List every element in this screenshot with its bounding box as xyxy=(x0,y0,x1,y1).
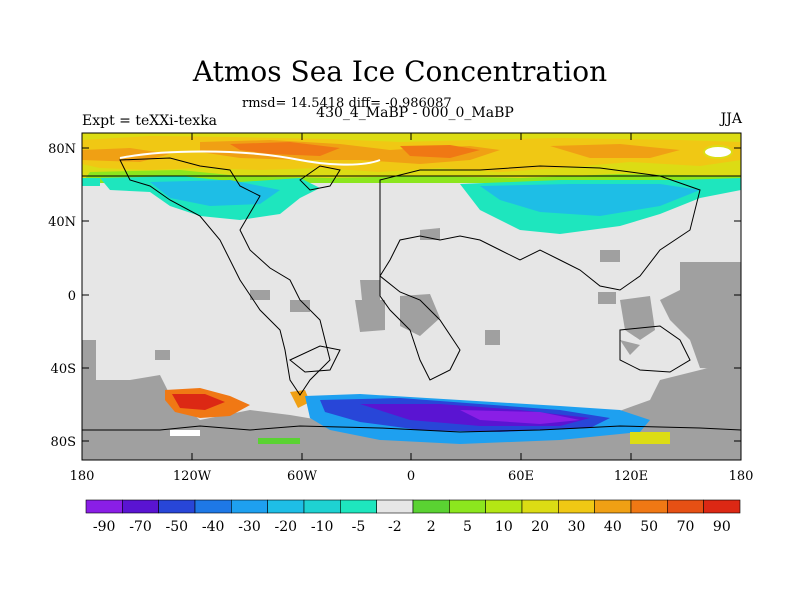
colorbar-swatch xyxy=(303,499,341,514)
x-tick-label: 120E xyxy=(614,469,648,484)
colorbar-swatch xyxy=(521,499,559,514)
arctic-anomaly xyxy=(82,133,741,183)
colorbar-swatch xyxy=(85,499,123,514)
colorbar-label: -90 xyxy=(93,519,116,535)
colorbar-label: 5 xyxy=(463,519,472,535)
colorbar-swatch xyxy=(231,499,268,514)
colorbar-label: 40 xyxy=(604,519,622,535)
colorbar-label: 10 xyxy=(495,519,513,535)
y-tick-label: 0 xyxy=(68,289,76,304)
colorbar-swatch xyxy=(667,499,704,514)
map-plot xyxy=(82,133,741,460)
x-tick-label: 60E xyxy=(508,469,534,484)
colorbar-label: -20 xyxy=(275,519,298,535)
colorbar-swatch xyxy=(449,499,486,514)
colorbar-swatch xyxy=(267,499,305,514)
colorbar-label: 20 xyxy=(531,519,549,535)
season-label: JJA xyxy=(720,111,742,127)
colorbar-label: 30 xyxy=(568,519,586,535)
colorbar-swatch xyxy=(412,499,450,514)
colorbar-swatch xyxy=(558,499,595,514)
period-label: 430_4_MaBP - 000_0_MaBP xyxy=(316,105,514,121)
colorbar-label: -5 xyxy=(352,519,366,535)
colorbar-swatch xyxy=(594,499,632,514)
colorbar-label: 70 xyxy=(677,519,695,535)
x-tick-label: 180 xyxy=(729,469,754,484)
y-tick-label: 80N xyxy=(48,142,76,157)
colorbar-label: -10 xyxy=(311,519,334,535)
northern-negative-anomaly xyxy=(82,176,741,234)
x-tick-label: 180 xyxy=(70,469,95,484)
colorbar-swatch xyxy=(158,499,196,514)
x-tick-label: 120W xyxy=(173,469,212,484)
colorbar-label: -40 xyxy=(202,519,225,535)
experiment-label: Expt = teXXi-texka xyxy=(82,113,218,129)
colorbar-label: 90 xyxy=(713,519,731,535)
colorbar-swatch xyxy=(630,499,668,514)
colorbar-label: -30 xyxy=(238,519,261,535)
coastlines xyxy=(82,157,741,433)
colorbar-swatch xyxy=(485,499,523,514)
colorbar-label: -70 xyxy=(129,519,152,535)
x-tick-label: 60W xyxy=(287,469,318,484)
x-axis: 180 120W 60W 0 60E 120E 180 xyxy=(70,133,754,484)
stats-text: rmsd= 14.5418 diff= -0.986087 xyxy=(242,96,452,111)
colorbar-label: -2 xyxy=(388,519,402,535)
southern-anomaly xyxy=(165,388,670,444)
colorbar-label: -50 xyxy=(166,519,189,535)
x-tick-label: 0 xyxy=(407,469,415,484)
y-tick-label: 40N xyxy=(48,215,76,230)
colorbar-swatch xyxy=(376,499,414,514)
colorbar-label: 2 xyxy=(427,519,436,535)
colorbar-swatch xyxy=(340,499,377,514)
colorbar-swatch xyxy=(122,499,159,514)
page-title: Atmos Sea Ice Concentration xyxy=(192,55,608,88)
y-axis: 80N 40N 0 40S 80S xyxy=(48,142,741,450)
y-tick-label: 80S xyxy=(51,435,76,450)
colorbar-swatch xyxy=(703,499,741,514)
colorbar: -90 -70 -50 -40 -30 -20 -10 -5 -2 2 5 10 20 30 40 50 70 9… xyxy=(85,499,741,535)
colorbar-swatch xyxy=(194,499,232,514)
y-tick-label: 40S xyxy=(51,362,76,377)
colorbar-label: 50 xyxy=(640,519,658,535)
